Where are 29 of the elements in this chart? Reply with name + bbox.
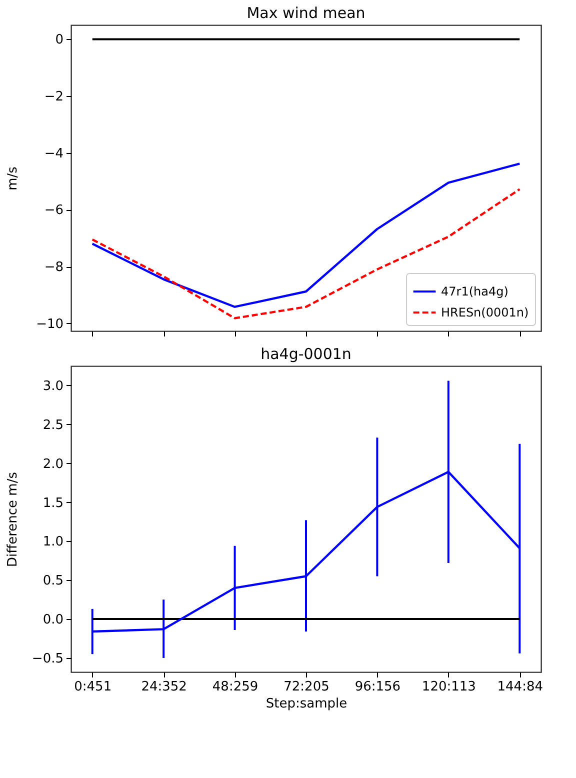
x-tick-label: 48:259 — [212, 680, 258, 694]
x-tick-label: 120:113 — [422, 680, 476, 694]
y-tick-label: −8 — [44, 260, 64, 276]
y-tick-label: 3.0 — [42, 378, 64, 394]
legend-label: 47r1(ha4g) — [441, 284, 508, 298]
x-axis-title: Step:sample — [266, 696, 348, 712]
y-tick-label: 0.5 — [42, 574, 64, 589]
y-tick-label: 2.0 — [42, 456, 64, 472]
y-tick-label: −2 — [44, 90, 64, 105]
y-axis-title: m/s — [6, 166, 20, 190]
x-tick-label: 24:352 — [141, 680, 187, 694]
line-series — [91, 162, 521, 308]
x-tick-label: 144:84 — [497, 680, 544, 694]
y-tick-label: −0.5 — [32, 651, 64, 666]
chart-title: Max wind mean — [246, 4, 366, 22]
y-tick-label: 2.5 — [42, 418, 64, 433]
y-tick-label: −10 — [36, 316, 64, 332]
legend-label: HRESn(0001n) — [441, 306, 529, 320]
y-tick-label: −4 — [44, 146, 64, 162]
y-tick-label: 1.0 — [42, 534, 64, 550]
y-tick-label: −6 — [44, 203, 64, 218]
chart-title: ha4g-0001n — [260, 345, 352, 363]
x-tick-label: 0:451 — [74, 680, 112, 694]
y-tick-label: 0.0 — [42, 612, 64, 628]
y-axis-title: Difference m/s — [6, 472, 20, 567]
x-tick-label: 96:156 — [354, 680, 401, 694]
x-tick-label: 72:205 — [284, 680, 330, 694]
y-tick-label: 0 — [55, 32, 64, 48]
y-tick-label: 1.5 — [42, 496, 64, 511]
